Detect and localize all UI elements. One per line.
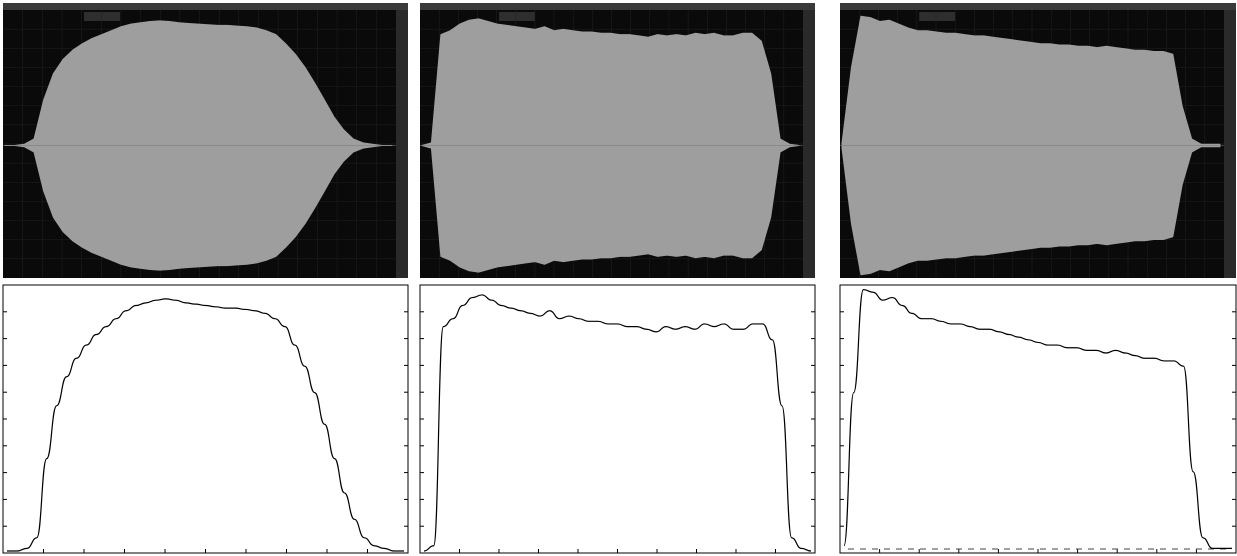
level-ruler xyxy=(1224,10,1236,278)
time-ruler xyxy=(840,3,1236,10)
plot-frame xyxy=(3,285,408,553)
level-ruler xyxy=(396,10,408,278)
time-ruler xyxy=(3,3,408,10)
level-ruler xyxy=(803,10,815,278)
plot-frame xyxy=(420,285,815,553)
toolbar xyxy=(84,12,120,21)
toolbar xyxy=(919,12,955,21)
plot-frame xyxy=(840,285,1236,553)
figure xyxy=(0,0,1237,556)
page: (() => { const data = JSON.parse(documen… xyxy=(0,0,1237,556)
time-ruler xyxy=(420,3,815,10)
toolbar xyxy=(499,12,535,21)
